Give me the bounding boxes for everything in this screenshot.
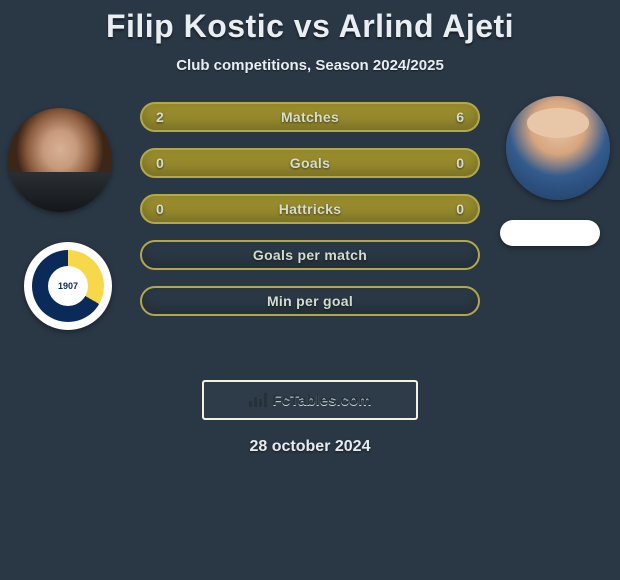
page-title: Filip Kostic vs Arlind Ajeti — [0, 8, 620, 45]
stat-value-left: 0 — [156, 201, 164, 217]
stat-row: Hattricks 0 0 — [140, 194, 480, 224]
stat-row: Goals per match — [140, 240, 480, 270]
stat-row: Min per goal — [140, 286, 480, 316]
stat-row: Matches 2 6 — [140, 102, 480, 132]
stat-value-left: 0 — [156, 155, 164, 171]
bar-chart-icon — [249, 393, 267, 407]
player-right-avatar — [506, 96, 610, 200]
stat-label: Goals — [290, 155, 330, 171]
stat-value-right: 0 — [456, 201, 464, 217]
stat-rows-container: Matches 2 6 Goals 0 0 Hattricks 0 0 Goals per mat… — [140, 102, 480, 332]
club-year-label: 1907 — [48, 266, 88, 306]
stat-value-right: 0 — [456, 155, 464, 171]
brand-label: FcTables.com — [273, 392, 372, 409]
stat-value-left: 2 — [156, 109, 164, 125]
club-crest-icon: 1907 — [32, 250, 104, 322]
comparison-card: Filip Kostic vs Arlind Ajeti Club compet… — [0, 0, 620, 456]
main-area: 1907 Matches 2 6 Goals 0 0 Hattricks 0 0 Goals pe… — [0, 102, 620, 362]
stat-row: Goals 0 0 — [140, 148, 480, 178]
avatar-placeholder-icon — [8, 108, 112, 212]
stat-label: Hattricks — [279, 201, 342, 217]
stat-label: Goals per match — [253, 247, 367, 263]
brand-banner: FcTables.com — [202, 380, 418, 420]
stat-label: Matches — [281, 109, 339, 125]
stat-label: Min per goal — [267, 293, 353, 309]
date-label: 28 october 2024 — [0, 438, 620, 456]
player-right-club-badge — [500, 220, 600, 246]
player-left-club-badge: 1907 — [24, 242, 112, 330]
subtitle: Club competitions, Season 2024/2025 — [0, 57, 620, 74]
stat-value-right: 6 — [456, 109, 464, 125]
player-left-avatar — [8, 108, 112, 212]
avatar-placeholder-icon — [506, 96, 610, 200]
